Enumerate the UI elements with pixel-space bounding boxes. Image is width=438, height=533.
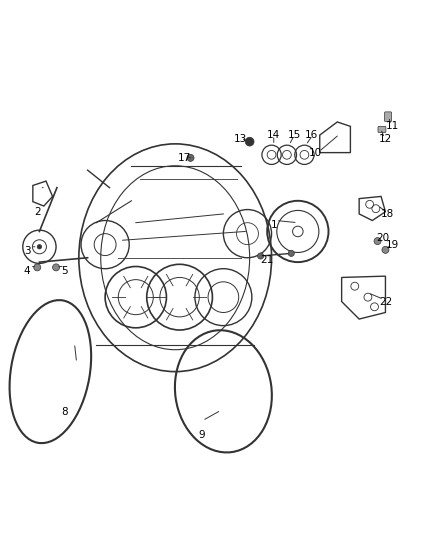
Text: 10: 10: [309, 148, 322, 158]
Text: 17: 17: [177, 153, 191, 163]
Text: 2: 2: [34, 207, 41, 217]
Circle shape: [245, 138, 254, 146]
Text: 20: 20: [377, 233, 390, 243]
Text: 4: 4: [24, 266, 31, 276]
Text: 16: 16: [305, 130, 318, 140]
Text: 1: 1: [270, 220, 277, 230]
Text: 11: 11: [385, 122, 399, 131]
Circle shape: [34, 264, 41, 271]
Text: 14: 14: [267, 130, 280, 140]
Text: 15: 15: [288, 130, 301, 140]
Circle shape: [187, 155, 194, 161]
Text: 12: 12: [379, 134, 392, 144]
Text: 3: 3: [24, 246, 31, 256]
Text: 5: 5: [61, 266, 68, 276]
FancyBboxPatch shape: [378, 126, 386, 133]
Text: 13: 13: [233, 134, 247, 144]
Circle shape: [374, 238, 381, 245]
Text: 9: 9: [198, 430, 205, 440]
Text: 8: 8: [61, 407, 68, 417]
Circle shape: [37, 245, 42, 249]
FancyBboxPatch shape: [385, 112, 392, 122]
Circle shape: [53, 264, 60, 271]
Text: 22: 22: [379, 296, 392, 306]
Text: 21: 21: [261, 255, 274, 265]
Text: 18: 18: [381, 209, 394, 219]
Circle shape: [382, 246, 389, 253]
Text: 19: 19: [385, 240, 399, 249]
Circle shape: [288, 251, 294, 256]
Circle shape: [258, 253, 264, 259]
